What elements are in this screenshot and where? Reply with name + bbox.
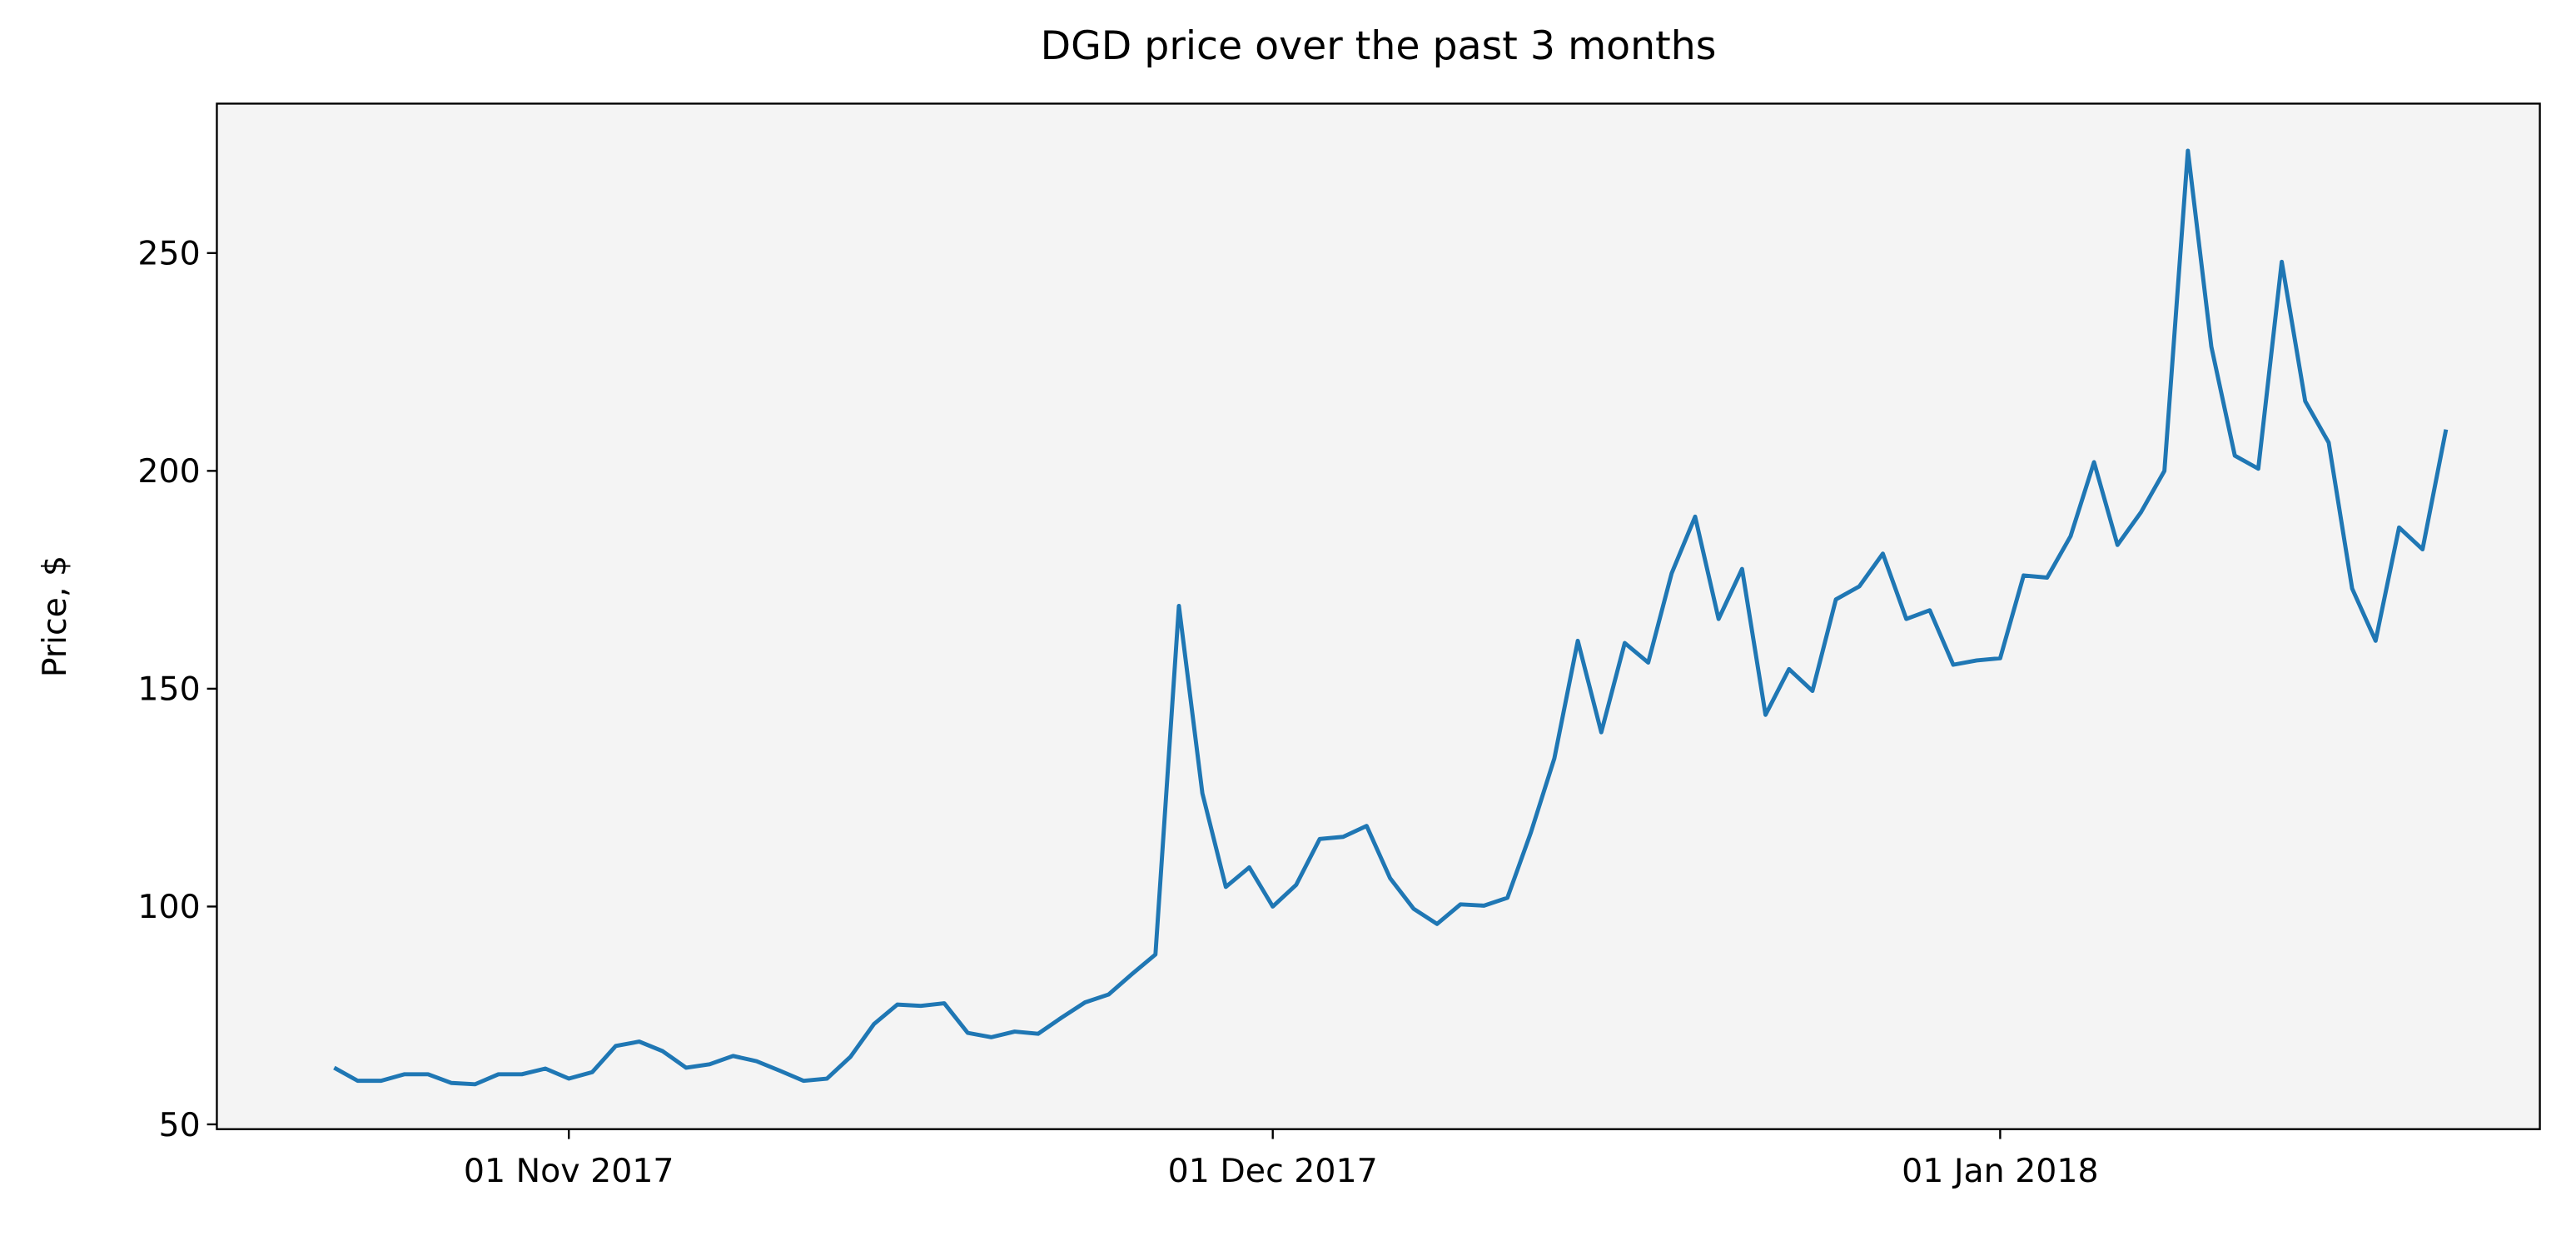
y-tick-label: 200 (137, 452, 200, 491)
y-tick-label: 250 (137, 235, 200, 273)
chart-title: DGD price over the past 3 months (1041, 23, 1717, 69)
x-tick-label: 01 Jan 2018 (1902, 1152, 2099, 1190)
x-tick-label: 01 Nov 2017 (464, 1152, 674, 1190)
y-tick-label: 50 (159, 1106, 201, 1144)
price-line (333, 148, 2449, 1087)
plot-area (216, 102, 2541, 1130)
y-tick-label: 100 (137, 888, 200, 926)
y-tick-label: 150 (137, 670, 200, 709)
y-axis-label: Price, $ (36, 556, 74, 677)
x-tick-label: 01 Dec 2017 (1168, 1152, 1378, 1190)
